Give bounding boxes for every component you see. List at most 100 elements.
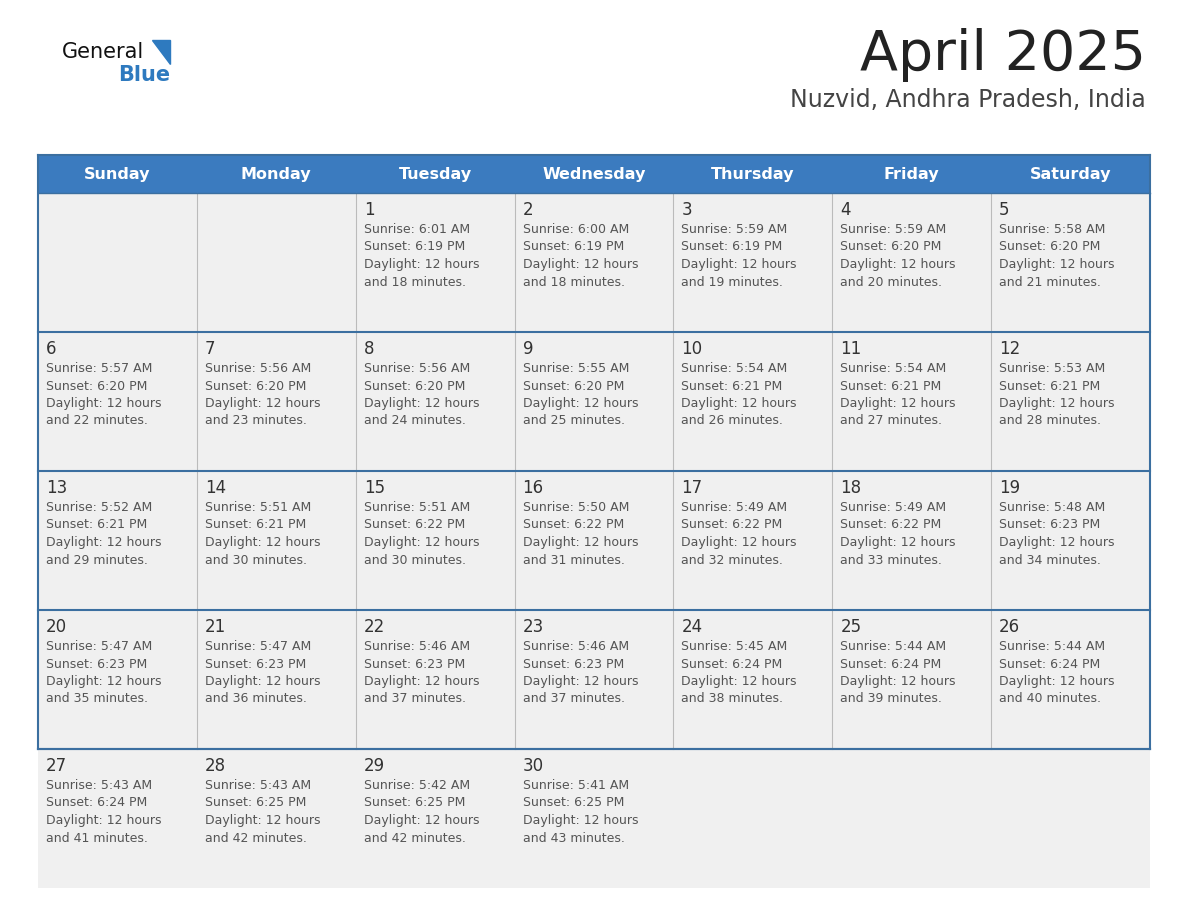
Text: 16: 16 [523,479,544,497]
Text: Daylight: 12 hours: Daylight: 12 hours [682,258,797,271]
FancyBboxPatch shape [38,155,197,193]
Text: 20: 20 [46,618,68,636]
Text: Sunrise: 5:51 AM: Sunrise: 5:51 AM [364,501,470,514]
Text: 3: 3 [682,201,693,219]
Text: Sunset: 6:21 PM: Sunset: 6:21 PM [999,379,1100,393]
Text: and 19 minutes.: and 19 minutes. [682,275,783,288]
Text: Sunset: 6:22 PM: Sunset: 6:22 PM [682,519,783,532]
Text: 15: 15 [364,479,385,497]
Text: and 29 minutes.: and 29 minutes. [46,554,147,566]
Text: Sunset: 6:19 PM: Sunset: 6:19 PM [682,241,783,253]
Text: Daylight: 12 hours: Daylight: 12 hours [204,536,321,549]
Polygon shape [152,40,170,64]
Text: 2: 2 [523,201,533,219]
Text: Sunrise: 6:01 AM: Sunrise: 6:01 AM [364,223,469,236]
Text: 29: 29 [364,757,385,775]
Text: Daylight: 12 hours: Daylight: 12 hours [999,258,1114,271]
Text: Daylight: 12 hours: Daylight: 12 hours [523,675,638,688]
Text: Sunset: 6:24 PM: Sunset: 6:24 PM [999,657,1100,670]
Text: 28: 28 [204,757,226,775]
FancyBboxPatch shape [197,155,355,193]
Text: Sunset: 6:24 PM: Sunset: 6:24 PM [682,657,783,670]
Text: Daylight: 12 hours: Daylight: 12 hours [523,814,638,827]
Text: Sunset: 6:21 PM: Sunset: 6:21 PM [840,379,942,393]
Text: 10: 10 [682,340,702,358]
Text: Daylight: 12 hours: Daylight: 12 hours [682,536,797,549]
Text: 19: 19 [999,479,1020,497]
Text: Sunrise: 5:41 AM: Sunrise: 5:41 AM [523,779,628,792]
Text: Monday: Monday [241,166,311,182]
Text: Sunset: 6:23 PM: Sunset: 6:23 PM [999,519,1100,532]
Text: Daylight: 12 hours: Daylight: 12 hours [523,536,638,549]
Text: and 34 minutes.: and 34 minutes. [999,554,1101,566]
Text: and 30 minutes.: and 30 minutes. [364,554,466,566]
Text: General: General [62,42,144,62]
Text: Sunrise: 5:49 AM: Sunrise: 5:49 AM [682,501,788,514]
Text: Daylight: 12 hours: Daylight: 12 hours [682,675,797,688]
Text: and 28 minutes.: and 28 minutes. [999,415,1101,428]
Text: Friday: Friday [884,166,940,182]
Text: Nuzvid, Andhra Pradesh, India: Nuzvid, Andhra Pradesh, India [790,88,1146,112]
Text: Daylight: 12 hours: Daylight: 12 hours [204,397,321,410]
Text: Sunset: 6:23 PM: Sunset: 6:23 PM [46,657,147,670]
Text: and 25 minutes.: and 25 minutes. [523,415,625,428]
FancyBboxPatch shape [833,155,991,193]
Text: Sunrise: 5:43 AM: Sunrise: 5:43 AM [46,779,152,792]
Text: and 30 minutes.: and 30 minutes. [204,554,307,566]
FancyBboxPatch shape [38,610,1150,749]
Text: Sunset: 6:22 PM: Sunset: 6:22 PM [523,519,624,532]
Text: Sunrise: 5:47 AM: Sunrise: 5:47 AM [204,640,311,653]
Text: and 40 minutes.: and 40 minutes. [999,692,1101,706]
Text: and 43 minutes.: and 43 minutes. [523,832,625,845]
Text: Sunset: 6:24 PM: Sunset: 6:24 PM [46,797,147,810]
Text: and 36 minutes.: and 36 minutes. [204,692,307,706]
Text: April 2025: April 2025 [860,28,1146,82]
FancyBboxPatch shape [38,749,1150,888]
Text: 27: 27 [46,757,68,775]
Text: and 35 minutes.: and 35 minutes. [46,692,148,706]
Text: and 23 minutes.: and 23 minutes. [204,415,307,428]
FancyBboxPatch shape [991,155,1150,193]
FancyBboxPatch shape [674,155,833,193]
Text: 25: 25 [840,618,861,636]
Text: and 27 minutes.: and 27 minutes. [840,415,942,428]
Text: 1: 1 [364,201,374,219]
Text: Sunset: 6:25 PM: Sunset: 6:25 PM [523,797,624,810]
Text: Sunrise: 5:56 AM: Sunrise: 5:56 AM [364,362,470,375]
Text: Wednesday: Wednesday [542,166,646,182]
Text: 8: 8 [364,340,374,358]
Text: 4: 4 [840,201,851,219]
Text: and 21 minutes.: and 21 minutes. [999,275,1101,288]
Text: Sunset: 6:21 PM: Sunset: 6:21 PM [682,379,783,393]
Text: and 37 minutes.: and 37 minutes. [523,692,625,706]
FancyBboxPatch shape [38,193,1150,332]
Text: Daylight: 12 hours: Daylight: 12 hours [46,397,162,410]
Text: Sunrise: 5:59 AM: Sunrise: 5:59 AM [840,223,947,236]
Text: Daylight: 12 hours: Daylight: 12 hours [364,397,479,410]
Text: and 20 minutes.: and 20 minutes. [840,275,942,288]
Text: 5: 5 [999,201,1010,219]
Text: Tuesday: Tuesday [399,166,472,182]
Text: Daylight: 12 hours: Daylight: 12 hours [840,397,956,410]
Text: Sunday: Sunday [84,166,151,182]
Text: 11: 11 [840,340,861,358]
Text: Sunset: 6:24 PM: Sunset: 6:24 PM [840,657,942,670]
Text: Sunrise: 5:57 AM: Sunrise: 5:57 AM [46,362,152,375]
Text: Sunrise: 5:51 AM: Sunrise: 5:51 AM [204,501,311,514]
Text: Daylight: 12 hours: Daylight: 12 hours [364,675,479,688]
Text: 6: 6 [46,340,57,358]
Text: and 22 minutes.: and 22 minutes. [46,415,147,428]
Text: Daylight: 12 hours: Daylight: 12 hours [46,814,162,827]
Text: Sunset: 6:19 PM: Sunset: 6:19 PM [523,241,624,253]
Text: and 31 minutes.: and 31 minutes. [523,554,625,566]
Text: Sunrise: 5:52 AM: Sunrise: 5:52 AM [46,501,152,514]
Text: 14: 14 [204,479,226,497]
Text: 21: 21 [204,618,226,636]
FancyBboxPatch shape [38,471,1150,610]
Text: and 18 minutes.: and 18 minutes. [523,275,625,288]
Text: 9: 9 [523,340,533,358]
Text: Sunrise: 5:47 AM: Sunrise: 5:47 AM [46,640,152,653]
Text: 13: 13 [46,479,68,497]
Text: 26: 26 [999,618,1020,636]
Text: Daylight: 12 hours: Daylight: 12 hours [840,536,956,549]
